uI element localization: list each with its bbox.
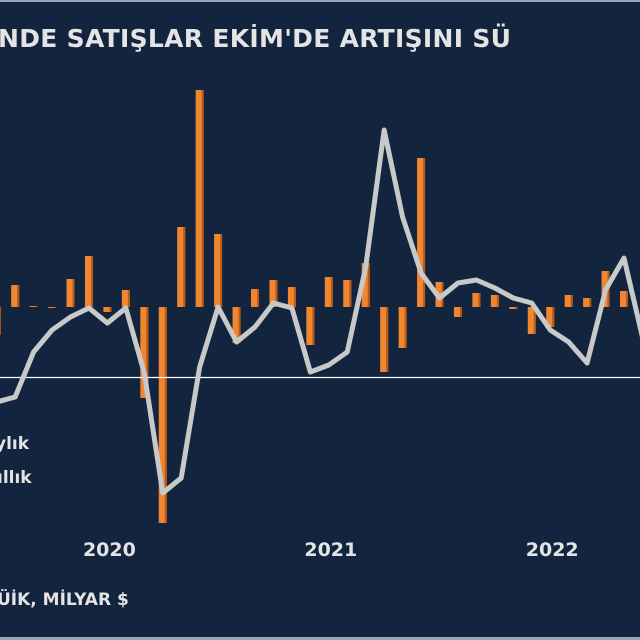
bar: [84, 256, 93, 307]
bar: [398, 307, 407, 348]
bar-shade: [312, 307, 315, 345]
bar-shade: [90, 256, 93, 307]
bar-shade: [257, 289, 259, 307]
bar-shade: [589, 298, 592, 307]
bar: [546, 307, 555, 327]
bar: [306, 307, 315, 345]
bar-shade: [293, 287, 296, 307]
bar-shade: [0, 307, 1, 335]
bar-shade: [201, 90, 204, 307]
bar: [214, 234, 223, 307]
frame-top-border: [0, 0, 640, 2]
bar: [140, 307, 149, 398]
bar: [48, 307, 57, 308]
bar-shade: [515, 307, 518, 309]
bar-shade: [533, 307, 536, 334]
bar-shade: [496, 295, 499, 307]
bar: [527, 307, 536, 334]
bar-shade: [626, 291, 628, 307]
bar-shade: [478, 293, 481, 307]
x-axis-ticks: 2020 2021 2022: [83, 539, 579, 561]
bar: [11, 285, 20, 307]
bar: [66, 279, 75, 307]
bar-shade: [72, 279, 75, 307]
bar-shade: [330, 277, 333, 307]
bar: [620, 291, 628, 307]
bar: [29, 306, 38, 307]
bar: [177, 227, 186, 307]
bar: [583, 298, 592, 307]
bar-shade: [552, 307, 555, 327]
bar-shade: [570, 295, 573, 307]
bar-shade: [423, 158, 426, 307]
frame-bottom-border: [0, 637, 640, 640]
x-tick-label: 2022: [526, 539, 579, 561]
bar: [232, 307, 241, 343]
bar: [380, 307, 389, 372]
bar: [453, 307, 462, 317]
bar: [472, 293, 481, 307]
bar: [269, 280, 278, 307]
bar-shade: [183, 227, 186, 307]
bar: [343, 280, 352, 307]
source-note: ÜİK, MİLYAR $: [0, 590, 129, 610]
bar-shade: [54, 307, 57, 308]
bar-shade: [35, 306, 38, 307]
chart-title: NDE SATIŞLAR EKİM'DE ARTIŞINI SÜ: [0, 24, 512, 53]
bar-shade: [109, 307, 112, 312]
bar-shade: [146, 307, 149, 398]
bar: [195, 90, 204, 307]
bar-shade: [367, 263, 370, 307]
bar: [564, 295, 573, 307]
bar: [490, 295, 499, 307]
x-tick-label: 2021: [304, 539, 357, 561]
bar-shade: [459, 307, 462, 317]
bar: [121, 290, 130, 307]
bar: [287, 287, 296, 307]
bar-shade: [127, 290, 130, 307]
bar-shade: [17, 285, 20, 307]
bar: [324, 277, 333, 307]
bar-shade: [220, 234, 223, 307]
bar-series: [0, 90, 628, 523]
bar-shade: [238, 307, 241, 343]
bar: [417, 158, 426, 307]
bar-shade: [349, 280, 352, 307]
bar: [158, 307, 167, 523]
line-series: [0, 127, 640, 496]
bar: [103, 307, 112, 312]
bar: [509, 307, 518, 309]
bar-shade: [275, 280, 278, 307]
bar-shade: [386, 307, 389, 372]
bar: [361, 263, 370, 307]
legend-yearly: ıllık: [0, 468, 32, 488]
bar-shade: [164, 307, 167, 523]
legend-monthly: ylık: [0, 434, 30, 454]
x-tick-label: 2020: [83, 539, 136, 561]
bar: [251, 289, 259, 307]
bar-shade: [404, 307, 407, 348]
